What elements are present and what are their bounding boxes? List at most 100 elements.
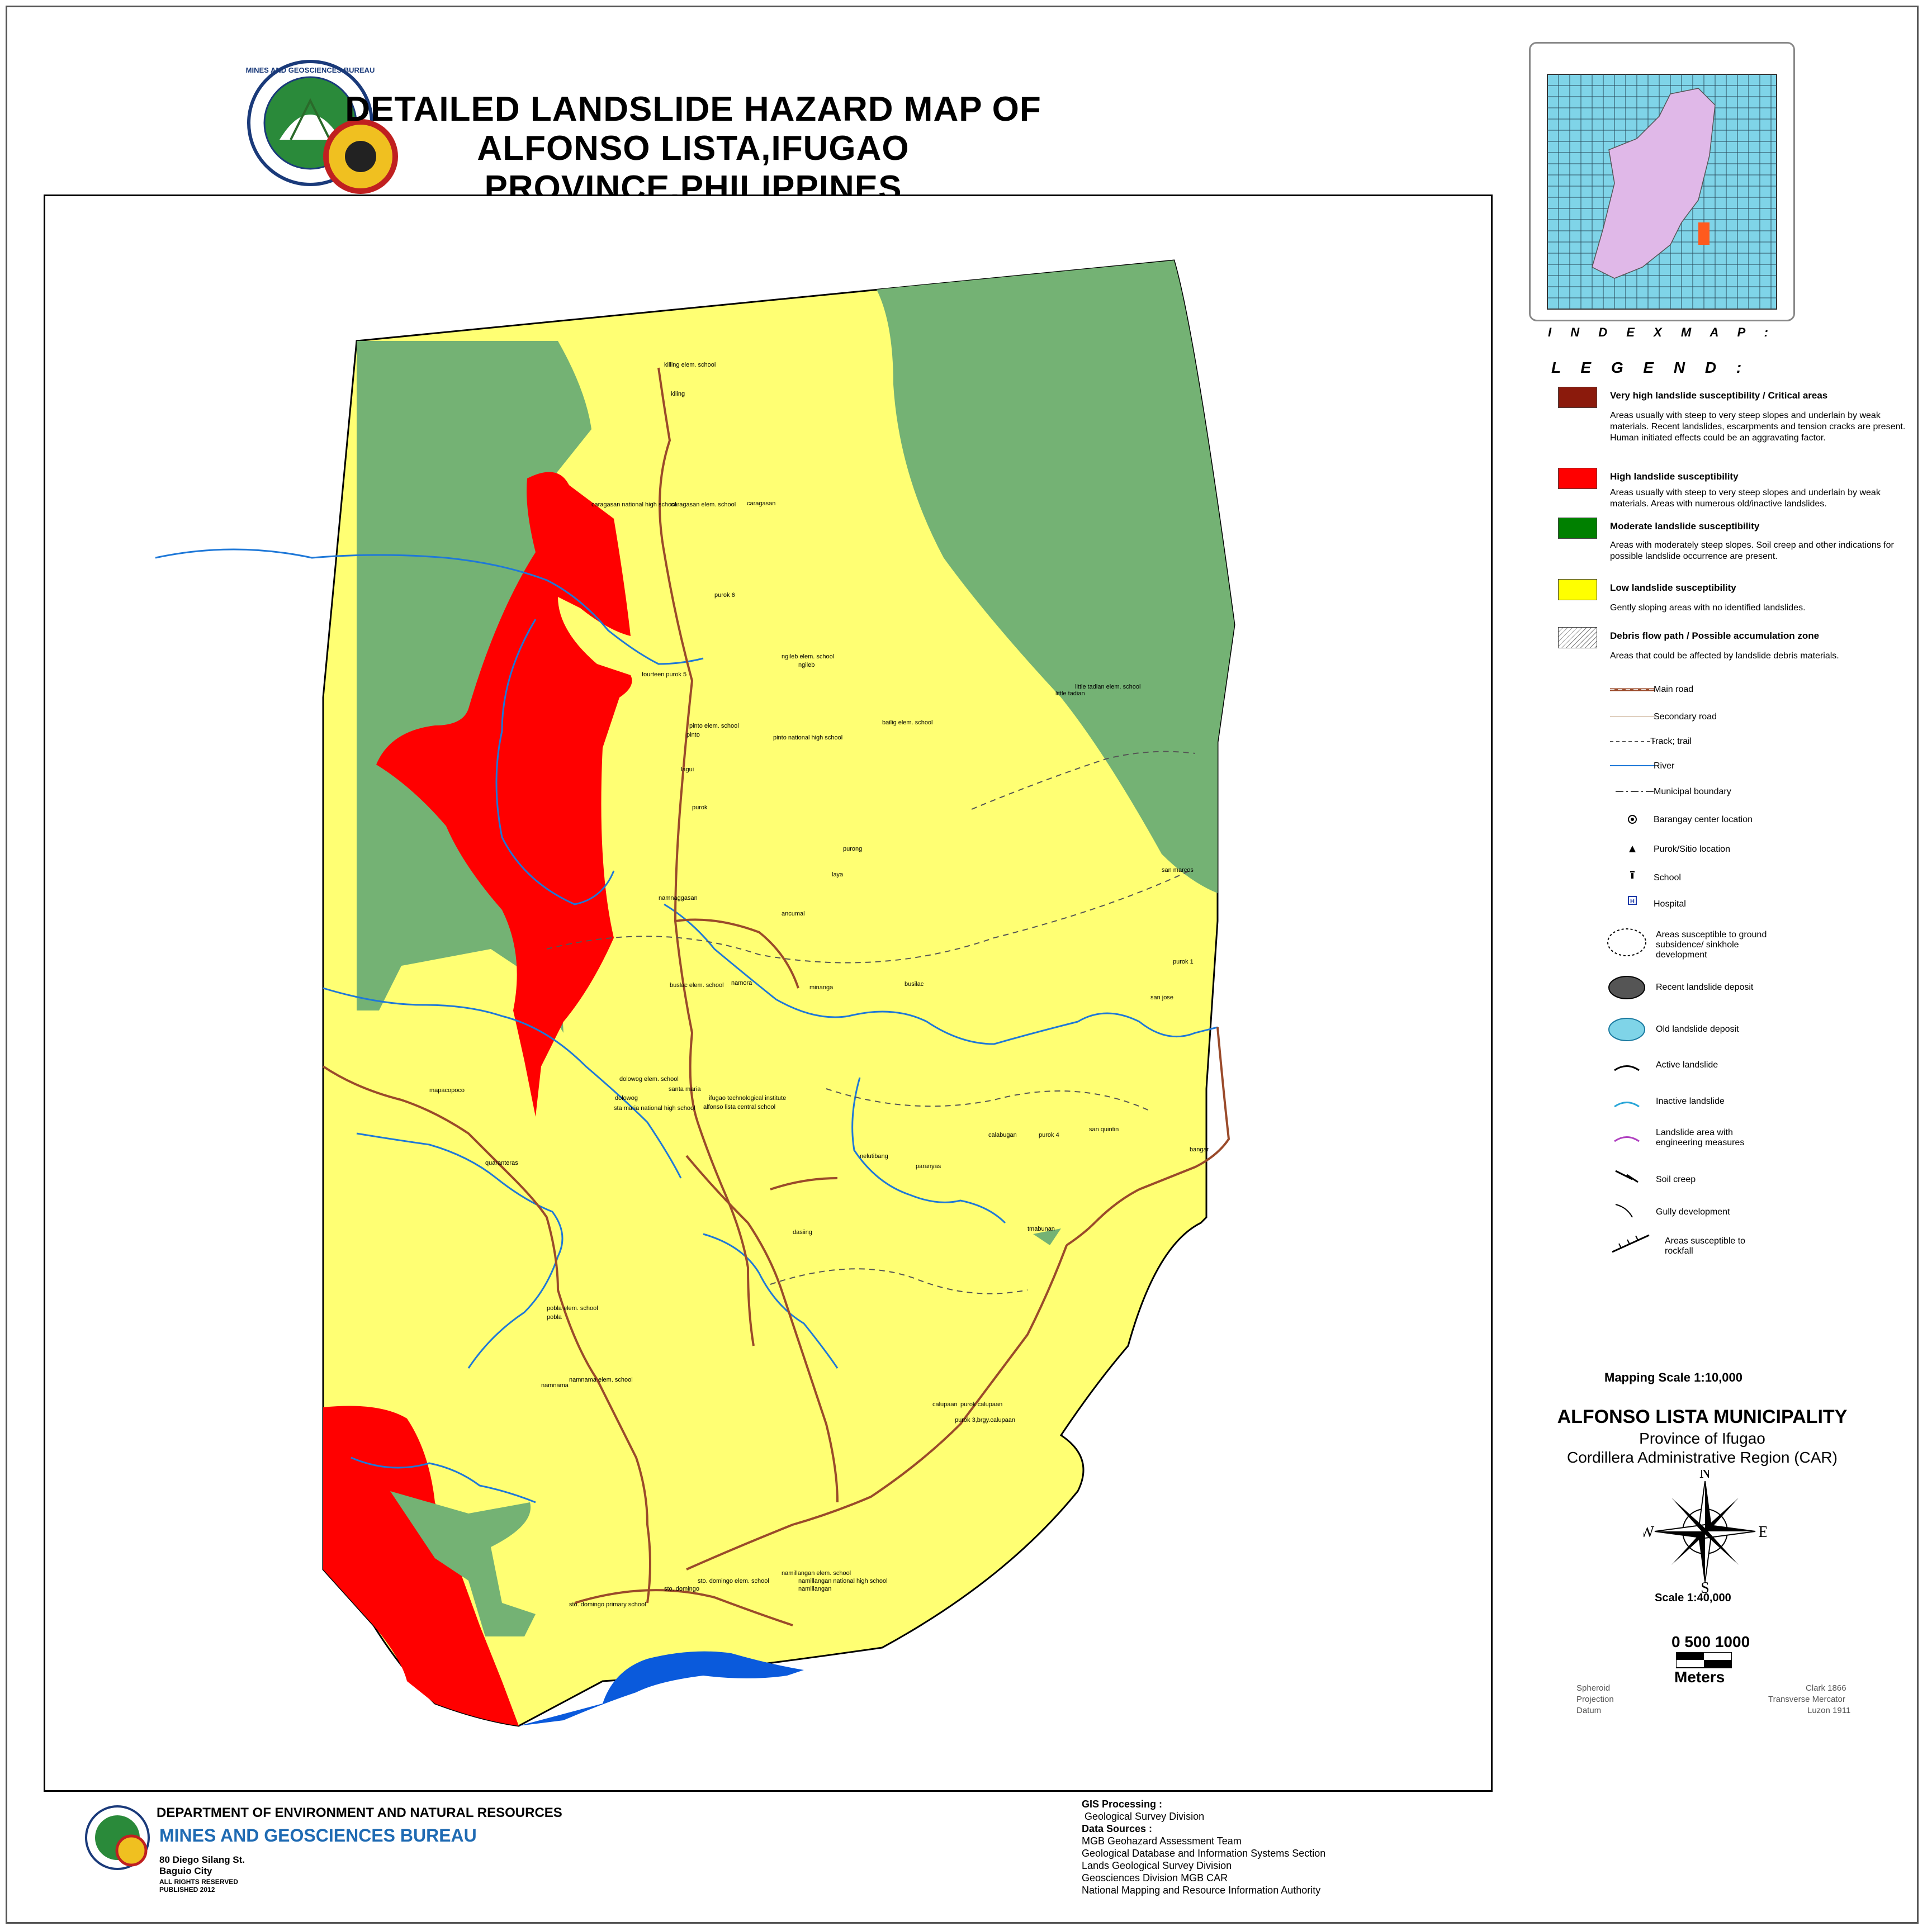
label-pinto-nhs: pinto national high school [773,734,842,741]
data-source-item: Geological Database and Information Syst… [1082,1848,1326,1859]
legend-very-high-heading: Very high landslide susceptibility / Cri… [1610,390,1828,401]
label-little-tadian-school: little tadian elem. school [1075,684,1140,690]
index-map-title: I N D E X M A P : [1548,325,1776,339]
label-caragasan-school: caragasan elem. school [671,501,736,508]
compass-s: S [1701,1579,1710,1593]
projection-datum-label: Datum [1576,1706,1602,1715]
label-caragasan-nhs: caragasan national high school [591,501,676,508]
label-little-tadian: little tadian [1055,690,1085,697]
label-pobla: pobla [547,1314,562,1321]
svg-text:H: H [1630,898,1635,905]
compass-e: E [1758,1524,1767,1541]
legend-symbol-column: H [1607,688,1655,1253]
index-map-graphic [1547,74,1777,310]
legend-river: River [1654,761,1675,771]
label-caragasan: caragasan [747,500,775,507]
legend-rockfall: Areas susceptible to rockfall [1665,1236,1746,1256]
label-sto-domingo-primary: sto. domingo primary school [569,1601,646,1608]
label-calabugan: calabugan [988,1132,1017,1138]
label-ifugao-tech: ifugao technological institute [709,1095,786,1102]
label-mapacopoco: mapacopoco [429,1087,465,1094]
legend-barangay-center: Barangay center location [1654,815,1753,824]
label-san-marcos: san marcos [1162,867,1194,874]
legend-school: School [1654,873,1681,883]
projection-projection-label: Projection [1576,1695,1614,1704]
school-icon [1630,871,1635,879]
index-highlight [1698,222,1710,245]
label-purok4: purok 4 [1039,1132,1059,1138]
legend-active-landslide: Active landslide [1656,1060,1718,1070]
soil-creep-icon [1615,1170,1639,1183]
rivers [155,548,1218,1503]
address-line1: 80 Diego Silang St. [159,1854,245,1865]
label-santa-maria: santa maria [669,1086,701,1093]
gully-development-icon [1615,1204,1633,1218]
data-source-item: MGB Geohazard Assessment Team [1082,1835,1242,1847]
data-sources-heading: Data Sources : [1082,1823,1153,1834]
label-purok1: purok 1 [1173,959,1194,965]
legend-main-road: Main road [1654,685,1694,694]
province-name: Province of Ifugao [1639,1430,1765,1447]
label-bailig: bailig elem. school [882,719,933,726]
legend-secondary-road: Secondary road [1654,712,1717,722]
legend-high-heading: High landslide susceptibility [1610,471,1739,482]
tracks [546,751,1196,1294]
swatch-debris-flow [1558,627,1597,648]
projection-spheroid-value: Clark 1866 [1806,1683,1846,1693]
label-fourteen: fourteen purok 5 [642,671,686,678]
label-dolowog: dolowog [615,1095,638,1102]
ground-subsidence-icon [1607,928,1646,956]
zone-high-central [376,472,632,1117]
region-name: Cordillera Administrative Region (CAR) [1567,1449,1838,1466]
label-namnama-school: namnama elem. school [569,1377,633,1383]
label-pinto: pinto [686,732,700,738]
projection-spheroid-label: Spheroid [1576,1683,1611,1693]
hazard-map[interactable]: 121°27'0"E k [44,194,1493,1792]
page-frame [6,6,1919,1924]
label-buslac-school: buslac elem. school [670,982,724,989]
scale-bar-numbers: 0 500 1000 [1671,1633,1750,1650]
department-name: DEPARTMENT OF ENVIRONMENT AND NATURAL RE… [157,1805,562,1820]
label-laya: laya [832,871,844,878]
label-dasiing: dasiing [793,1229,812,1236]
compass-n: N [1699,1470,1711,1482]
legend-moderate-heading: Moderate landslide susceptibility [1610,521,1760,532]
engineering-measures-icon [1614,1136,1640,1142]
data-source-item: Geosciences Division MGB CAR [1082,1872,1228,1883]
legend-gully: Gully development [1656,1207,1730,1217]
mgb-logo-small [85,1805,150,1870]
legend-engineering: Landslide area with engineering measures [1656,1128,1745,1147]
old-landslide-deposit-icon [1608,1018,1645,1041]
data-source-item: National Mapping and Resource Informatio… [1082,1885,1321,1896]
swatch-very-high [1558,387,1597,408]
gis-processing-value: Geological Survey Division [1085,1811,1205,1822]
label-busilac: busilac [905,981,924,988]
label-pinto-school: pinto elem. school [689,723,739,729]
label-paranyas: paranyas [916,1163,941,1170]
inactive-landslide-icon [1614,1102,1640,1108]
label-tmabunan: tmabunan [1027,1226,1055,1232]
label-purok6: purok 6 [714,592,735,599]
mapping-scale: Mapping Scale 1:10,000 [1604,1370,1742,1384]
label-purong: purong [843,846,862,852]
label-ngileb: ngileb [798,662,815,668]
legend-debris-desc: Areas that could be affected by landslid… [1610,651,1839,661]
swatch-high [1558,468,1597,489]
legend-recent-deposit: Recent landslide deposit [1656,983,1754,992]
zone-moderate-sw [390,1491,536,1636]
rights-reserved: ALL RIGHTS RESERVED [159,1878,238,1886]
label-san-jose: san jose [1150,994,1173,1001]
label-ngileb-school: ngileb elem. school [782,653,834,660]
label-quaranteras: quaranteras [485,1160,518,1166]
municipality-name: ALFONSO LISTA MUNICIPALITY [1557,1406,1848,1427]
rockfall-icon [1612,1234,1650,1253]
label-purok3: purok 3,brgy.calupaan [955,1417,1015,1424]
label-minanga: minanga [809,984,834,991]
scale-bar [1676,1652,1732,1668]
label-nelutibang: nelutibang [860,1153,888,1160]
address-line2: Baguio City [159,1866,212,1876]
scale-unit: Meters [1674,1668,1725,1686]
data-source-item: Lands Geological Survey Division [1082,1860,1232,1871]
label-bangar: bangar [1190,1146,1209,1153]
label-purok: purok [692,804,708,811]
